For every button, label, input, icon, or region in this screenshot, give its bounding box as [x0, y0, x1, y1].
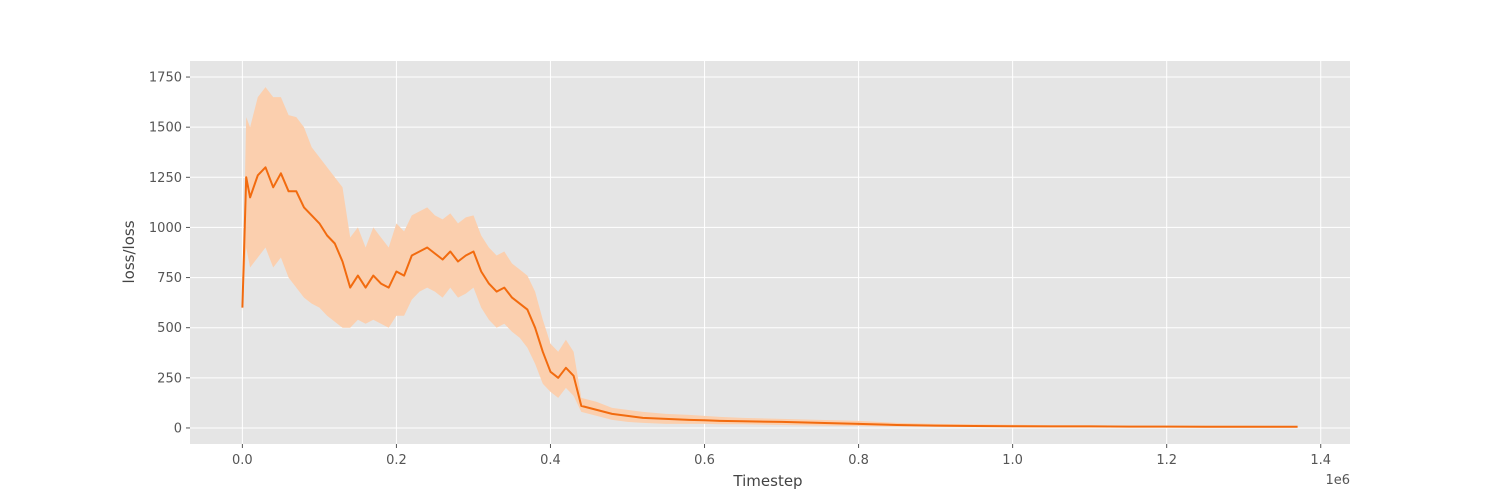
y-tick-label: 1750 [149, 71, 182, 86]
x-tick-label: 0.4 [540, 453, 561, 468]
x-tick-label: 1.2 [1156, 453, 1177, 468]
y-tick-label: 1500 [149, 121, 182, 136]
y-tick-label: 1000 [149, 221, 182, 236]
x-tick-label: 0.0 [232, 453, 253, 468]
x-axis-ticks: 0.0 0.2 0.4 0.6 0.8 1.0 1.2 1.4 [232, 444, 1331, 468]
series-band [242, 87, 1298, 428]
series-line-layer [241, 166, 1298, 428]
y-axis-ticks: 0 250 500 750 1000 1250 1500 1750 [149, 71, 190, 436]
y-tick-label: 250 [157, 371, 182, 386]
x-tick-label: 0.2 [386, 453, 407, 468]
x-axis-label: Timestep [732, 472, 802, 490]
y-tick-label: 0 [174, 421, 182, 436]
series-line [241, 166, 1298, 428]
y-axis-label: loss/loss [120, 220, 138, 283]
confidence-band-layer [242, 87, 1298, 428]
x-tick-label: 1.0 [1002, 453, 1023, 468]
x-axis-offset-label: 1e6 [1325, 473, 1350, 488]
x-tick-label: 0.8 [848, 453, 869, 468]
y-tick-label: 750 [157, 271, 182, 286]
y-tick-label: 1250 [149, 171, 182, 186]
grid-lines [190, 61, 1350, 444]
y-tick-label: 500 [157, 321, 182, 336]
x-tick-label: 0.6 [694, 453, 715, 468]
x-tick-label: 1.4 [1310, 453, 1331, 468]
